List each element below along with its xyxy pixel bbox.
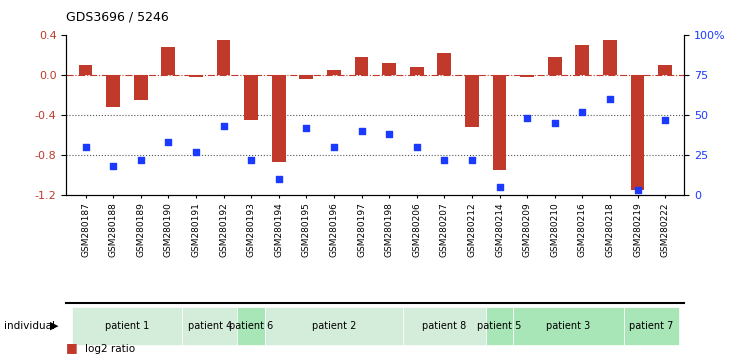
Bar (410, 67, 424, 75)
Point (383, 131, 395, 137)
FancyBboxPatch shape (237, 307, 265, 345)
Point (79, 144, 91, 150)
FancyBboxPatch shape (183, 307, 237, 345)
Bar (548, 57, 562, 75)
Bar (492, 75, 506, 170)
Point (135, 157, 146, 162)
Text: ■: ■ (66, 341, 78, 354)
Point (245, 157, 257, 162)
Point (494, 184, 506, 190)
Bar (79, 65, 93, 75)
Text: patient 6: patient 6 (229, 321, 273, 331)
Bar (631, 75, 645, 190)
Text: log2 ratio: log2 ratio (85, 344, 135, 354)
Point (107, 163, 119, 169)
Text: patient 3: patient 3 (546, 321, 591, 331)
Text: patient 1: patient 1 (105, 321, 149, 331)
Text: patient 4: patient 4 (188, 321, 232, 331)
Point (300, 125, 312, 131)
Point (604, 96, 616, 102)
Bar (465, 75, 479, 127)
Point (328, 144, 340, 150)
FancyBboxPatch shape (623, 307, 679, 345)
Bar (161, 47, 175, 75)
Point (466, 157, 478, 162)
FancyBboxPatch shape (72, 307, 183, 345)
Point (549, 120, 561, 126)
Bar (272, 75, 286, 162)
Bar (106, 75, 120, 107)
Bar (327, 70, 341, 75)
Point (355, 128, 367, 134)
Point (273, 176, 285, 182)
Text: patient 5: patient 5 (478, 321, 522, 331)
Text: individual: individual (4, 321, 54, 331)
Bar (437, 53, 451, 75)
Bar (134, 75, 148, 100)
Point (218, 123, 230, 129)
Text: GDS3696 / 5246: GDS3696 / 5246 (66, 11, 169, 24)
Point (411, 144, 422, 150)
Bar (520, 75, 534, 77)
Point (163, 139, 174, 145)
Text: patient 7: patient 7 (629, 321, 673, 331)
Point (631, 187, 643, 193)
Text: patient 8: patient 8 (422, 321, 467, 331)
Bar (189, 75, 203, 77)
Point (659, 117, 671, 122)
Bar (300, 75, 314, 79)
FancyBboxPatch shape (514, 307, 623, 345)
Text: ▶: ▶ (50, 321, 59, 331)
Bar (355, 57, 369, 75)
Point (439, 157, 450, 162)
Point (521, 115, 533, 121)
Bar (244, 75, 258, 120)
Bar (658, 65, 672, 75)
Bar (382, 63, 396, 75)
FancyBboxPatch shape (486, 307, 514, 345)
Text: patient 2: patient 2 (312, 321, 356, 331)
Bar (576, 45, 590, 75)
Point (576, 109, 588, 115)
Point (190, 149, 202, 154)
Bar (603, 40, 617, 75)
FancyBboxPatch shape (403, 307, 486, 345)
Bar (216, 40, 230, 75)
FancyBboxPatch shape (265, 307, 403, 345)
